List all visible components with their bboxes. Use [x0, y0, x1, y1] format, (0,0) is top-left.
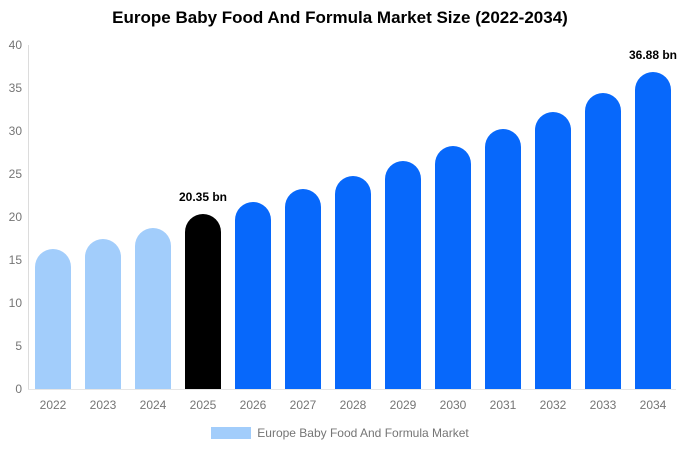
bar-2024[interactable] — [135, 228, 171, 389]
x-tick-label-2031: 2031 — [489, 398, 517, 412]
x-tick-label-2030: 2030 — [439, 398, 467, 412]
x-tick-label-2024: 2024 — [139, 398, 167, 412]
x-tick-label-2032: 2032 — [539, 398, 567, 412]
y-tick-label: 0 — [15, 382, 22, 396]
x-tick-label-2027: 2027 — [289, 398, 317, 412]
legend-swatch — [211, 427, 252, 439]
bar-slot-2027 — [278, 45, 328, 389]
y-axis-ticks: 0 5 10 15 20 25 30 35 40 — [0, 0, 22, 450]
x-tick-label-2025: 2025 — [189, 398, 217, 412]
y-axis-line — [28, 45, 29, 389]
y-tick-label: 20 — [8, 210, 22, 224]
bar-2022[interactable] — [35, 248, 71, 389]
x-tick-label-2022: 2022 — [39, 398, 67, 412]
bar-slot-2024 — [128, 45, 178, 389]
bar-slot-2023 — [78, 45, 128, 389]
x-tick-label-2033: 2033 — [589, 398, 617, 412]
x-tick-label-2029: 2029 — [389, 398, 417, 412]
bar-slot-2028 — [328, 45, 378, 389]
legend-label: Europe Baby Food And Formula Market — [257, 426, 469, 440]
bar-slot-2031 — [478, 45, 528, 389]
y-tick-label: 5 — [15, 339, 22, 353]
bar-2023[interactable] — [85, 238, 121, 389]
bar-2029[interactable] — [385, 161, 421, 389]
bar-2031[interactable] — [485, 129, 521, 389]
x-tick-label-2026: 2026 — [239, 398, 267, 412]
bar-slot-2022 — [28, 45, 78, 389]
bar-2032[interactable] — [535, 112, 571, 389]
bar-slot-2026 — [228, 45, 278, 389]
bars-row: 20.35 bn 36.88 bn — [28, 45, 678, 389]
bar-annotation-2034: 36.88 bn — [628, 47, 678, 62]
y-tick-label: 30 — [8, 124, 22, 138]
bar-2034[interactable] — [635, 71, 671, 389]
x-axis-labels: 2022 2023 2024 2025 2026 2027 2028 2029 2030 2031… — [28, 398, 678, 412]
x-tick-label-2028: 2028 — [339, 398, 367, 412]
bar-2025[interactable] — [185, 214, 221, 389]
bar-2030[interactable] — [435, 145, 471, 389]
bar-annotation-2025: 20.35 bn — [178, 190, 228, 204]
x-tick-label-2023: 2023 — [89, 398, 117, 412]
y-tick-label: 35 — [8, 81, 22, 95]
bar-slot-2030 — [428, 45, 478, 389]
y-tick-label: 40 — [8, 38, 22, 52]
y-tick-label: 15 — [8, 253, 22, 267]
y-tick-label: 25 — [8, 167, 22, 181]
legend: Europe Baby Food And Formula Market — [0, 426, 680, 440]
bar-slot-2029 — [378, 45, 428, 389]
bar-slot-2025: 20.35 bn — [178, 45, 228, 389]
bar-slot-2032 — [528, 45, 578, 389]
bar-2026[interactable] — [235, 202, 271, 389]
bar-2027[interactable] — [285, 189, 321, 389]
y-tick-label: 10 — [8, 296, 22, 310]
bar-2033[interactable] — [585, 93, 621, 389]
bar-slot-2034: 36.88 bn — [628, 45, 678, 389]
chart-title: Europe Baby Food And Formula Market Size… — [112, 8, 568, 27]
x-tick-label-2034: 2034 — [639, 398, 667, 412]
bar-2028[interactable] — [335, 175, 371, 389]
x-axis-baseline — [28, 389, 676, 390]
bar-slot-2033 — [578, 45, 628, 389]
